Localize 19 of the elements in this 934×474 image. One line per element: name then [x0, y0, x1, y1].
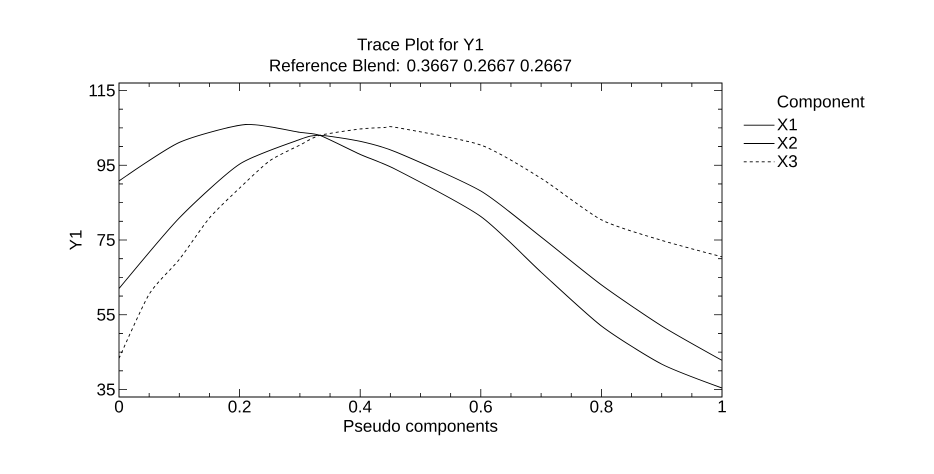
x-tick-label: 1	[718, 400, 726, 412]
y-axis-title: Y1	[70, 230, 82, 250]
y-tick-label: 95	[97, 159, 115, 172]
x-tick-label: 0.6	[470, 400, 492, 413]
x-tick-label: 0.4	[349, 400, 372, 413]
x-tick-label: 0.2	[228, 400, 251, 413]
legend-label: X2	[777, 136, 797, 149]
y-tick-label: 75	[97, 234, 115, 246]
y-tick-label: 35	[97, 384, 115, 396]
y-tick-label: 55	[97, 308, 115, 321]
legend-title: Component	[778, 95, 865, 111]
legend-label: X1	[777, 118, 797, 130]
chart-subtitle: Reference Blend: 0.3667 0.2667 0.2667	[270, 59, 572, 72]
x-axis-title: Pseudo components	[344, 419, 498, 436]
y-tick-label: 115	[90, 84, 115, 96]
x-tick-label: 0	[114, 400, 124, 413]
legend-label: X3	[777, 155, 797, 168]
chart-title: Trace Plot for Y1	[357, 38, 484, 50]
x-tick-label: 0.8	[590, 400, 612, 413]
